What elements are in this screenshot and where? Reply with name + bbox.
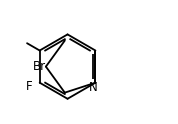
- Text: F: F: [26, 80, 33, 93]
- Text: N: N: [89, 81, 98, 94]
- Text: Br: Br: [32, 60, 46, 73]
